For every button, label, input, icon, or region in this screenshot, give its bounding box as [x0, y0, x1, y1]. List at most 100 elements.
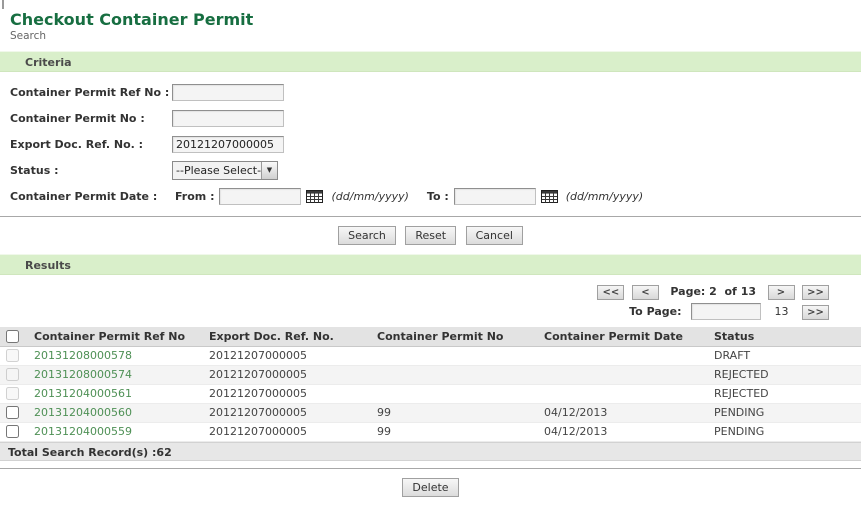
row-checkbox — [6, 387, 19, 401]
column-header-permit-date: Container Permit Date — [538, 327, 708, 347]
form-row-permit-no: Container Permit No : — [0, 105, 861, 131]
calendar-icon[interactable] — [540, 189, 558, 203]
export-doc-cell: 20121207000005 — [203, 384, 371, 404]
table-header-row: Container Permit Ref No Export Doc. Ref.… — [0, 327, 861, 347]
delete-button[interactable]: Delete — [402, 477, 459, 497]
total-pages-count: 13 — [774, 305, 789, 318]
status-select[interactable]: --Please Select-- ▼ — [172, 160, 278, 180]
first-page-button[interactable]: << — [597, 285, 625, 300]
to-page-label: To Page: — [629, 305, 682, 318]
next-page-button[interactable]: > — [767, 285, 795, 300]
permit-date-cell — [538, 365, 708, 385]
status-cell: DRAFT — [708, 346, 861, 366]
page-label: Page: — [670, 285, 706, 298]
results-header-label: Results — [25, 259, 71, 272]
row-checkbox[interactable] — [6, 406, 19, 420]
column-header-ref-no: Container Permit Ref No — [28, 327, 203, 347]
permit-date-cell — [538, 384, 708, 404]
criteria-form: Container Permit Ref No : Container Perm… — [0, 79, 861, 209]
permit-ref-link[interactable]: 20131204000560 — [34, 406, 132, 419]
calendar-icon[interactable] — [306, 189, 324, 203]
pagination: << < Page: 2 of 13 > >> To Page: 13 >> — [0, 285, 831, 320]
export-doc-input[interactable] — [172, 135, 284, 153]
page-indicator: Page: 2 of 13 — [670, 285, 756, 298]
results-section-header: Results — [0, 254, 861, 275]
row-checkbox — [6, 349, 19, 363]
permit-date-label: Container Permit Date : — [10, 189, 158, 203]
table-row: 20131204000559 20121207000005 99 04/12/2… — [0, 422, 861, 442]
permit-date-cell — [538, 346, 708, 366]
row-checkbox — [6, 368, 19, 382]
scrollbar-remnant — [2, 0, 4, 9]
permit-ref-link[interactable]: 20131208000578 — [34, 349, 132, 362]
results-table: Container Permit Ref No Export Doc. Ref.… — [0, 327, 861, 442]
pagination-row-nav: << < Page: 2 of 13 > >> — [0, 285, 831, 300]
ref-no-input[interactable] — [172, 83, 284, 101]
permit-no-cell — [371, 365, 538, 385]
table-row: 20131204000560 20121207000005 99 04/12/2… — [0, 403, 861, 423]
to-page-input[interactable] — [691, 303, 761, 320]
search-button[interactable]: Search — [338, 226, 396, 245]
total-records-bar: Total Search Record(s) :62 — [0, 441, 861, 461]
criteria-buttons: Search Reset Cancel — [0, 226, 861, 245]
results-buttons: Delete — [0, 477, 861, 497]
form-row-permit-date: Container Permit Date : From : (dd/mm/yy… — [0, 183, 861, 209]
form-row-status: Status : --Please Select-- ▼ — [0, 157, 861, 183]
date-to-label: To : — [426, 189, 449, 203]
date-format-hint: (dd/mm/yyyy) — [331, 189, 409, 203]
status-select-value: --Please Select-- — [176, 163, 261, 177]
page-title: Checkout Container Permit — [10, 10, 254, 29]
permit-ref-link[interactable]: 20131204000559 — [34, 425, 132, 438]
current-page: 2 — [709, 285, 717, 298]
permit-no-label: Container Permit No : — [10, 111, 145, 125]
export-doc-cell: 20121207000005 — [203, 422, 371, 442]
permit-no-input[interactable] — [172, 109, 284, 127]
row-checkbox[interactable] — [6, 425, 19, 439]
status-cell: REJECTED — [708, 384, 861, 404]
form-row-export-doc: Export Doc. Ref. No. : — [0, 131, 861, 157]
last-page-button[interactable]: >> — [802, 285, 829, 300]
ref-no-label: Container Permit Ref No : — [10, 85, 170, 99]
date-from-input[interactable] — [219, 187, 302, 205]
criteria-section-header: Criteria — [0, 51, 861, 72]
export-doc-cell: 20121207000005 — [203, 365, 371, 385]
of-label: of — [724, 285, 737, 298]
export-doc-cell: 20121207000005 — [203, 346, 371, 366]
date-from-label: From : — [175, 189, 215, 203]
form-row-ref-no: Container Permit Ref No : — [0, 79, 861, 105]
status-label: Status : — [10, 163, 59, 177]
status-cell: PENDING — [708, 422, 861, 442]
permit-no-cell — [371, 346, 538, 366]
column-header-status: Status — [708, 327, 861, 347]
table-row: 20131208000574 20121207000005 REJECTED — [0, 365, 861, 385]
date-format-hint: (dd/mm/yyyy) — [565, 189, 644, 203]
results-divider — [0, 467, 861, 469]
prev-page-button[interactable]: < — [631, 285, 659, 300]
status-cell: REJECTED — [708, 365, 861, 385]
table-row: 20131208000578 20121207000005 DRAFT — [0, 346, 861, 366]
export-doc-label: Export Doc. Ref. No. : — [10, 137, 144, 151]
column-header-export-doc: Export Doc. Ref. No. — [203, 327, 371, 347]
cancel-button[interactable]: Cancel — [465, 226, 523, 245]
export-doc-cell: 20121207000005 — [203, 403, 371, 423]
select-all-checkbox[interactable] — [6, 330, 19, 343]
status-cell: PENDING — [708, 403, 861, 423]
criteria-header-label: Criteria — [25, 56, 72, 69]
permit-no-cell: 99 — [371, 422, 538, 442]
page: Checkout Container Permit Search Criteri… — [0, 10, 861, 497]
column-header-permit-no: Container Permit No — [371, 327, 538, 347]
chevron-down-icon: ▼ — [261, 161, 277, 179]
date-to-input[interactable] — [453, 187, 536, 205]
total-pages: 13 — [740, 285, 756, 298]
pagination-row-goto: To Page: 13 >> — [0, 303, 831, 320]
page-subtitle: Search — [10, 30, 47, 42]
permit-no-cell — [371, 384, 538, 404]
go-to-page-button[interactable]: >> — [802, 305, 829, 320]
table-row: 20131204000561 20121207000005 REJECTED — [0, 384, 861, 404]
criteria-divider — [0, 216, 861, 217]
permit-ref-link[interactable]: 20131208000574 — [34, 368, 132, 381]
permit-no-cell: 99 — [371, 403, 538, 423]
permit-date-cell: 04/12/2013 — [538, 403, 708, 423]
permit-ref-link[interactable]: 20131204000561 — [34, 387, 132, 400]
reset-button[interactable]: Reset — [405, 226, 457, 245]
